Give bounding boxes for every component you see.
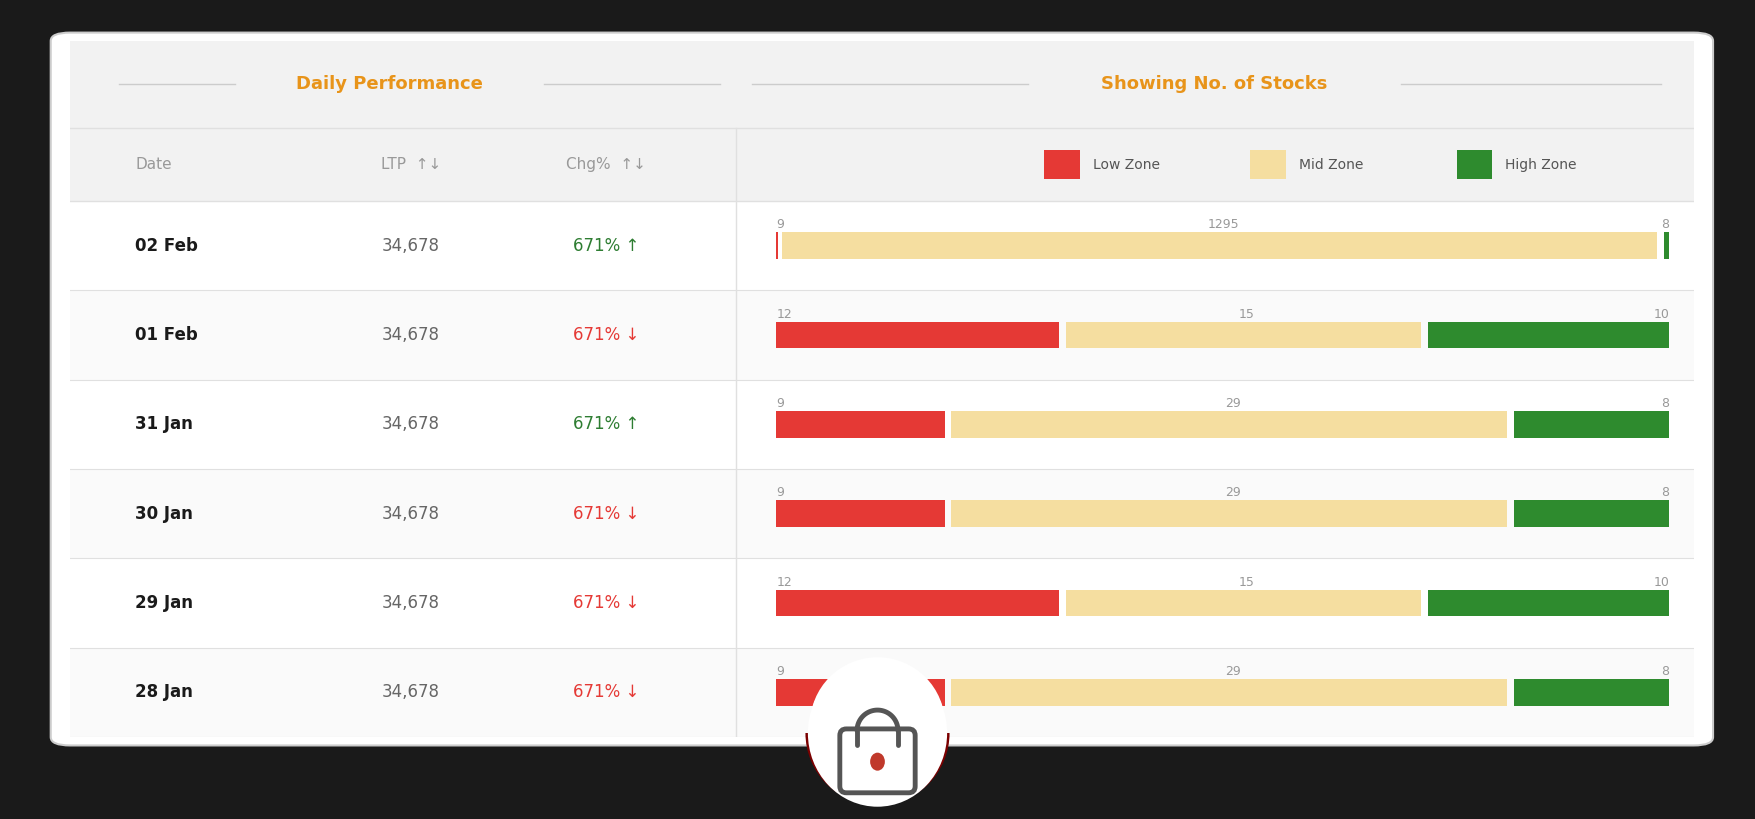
- Text: 10: 10: [1653, 308, 1669, 321]
- FancyBboxPatch shape: [776, 322, 1060, 348]
- Text: 9: 9: [776, 486, 784, 500]
- FancyBboxPatch shape: [1457, 150, 1492, 179]
- Ellipse shape: [870, 753, 885, 771]
- FancyBboxPatch shape: [1515, 679, 1669, 706]
- FancyBboxPatch shape: [951, 679, 1508, 706]
- FancyBboxPatch shape: [1515, 500, 1669, 527]
- Text: 28 Jan: 28 Jan: [135, 683, 193, 701]
- FancyBboxPatch shape: [951, 500, 1508, 527]
- Text: 34,678: 34,678: [383, 326, 441, 344]
- Text: Date: Date: [135, 157, 172, 172]
- Ellipse shape: [809, 657, 944, 793]
- Text: 10: 10: [1653, 576, 1669, 589]
- Text: 34,678: 34,678: [383, 505, 441, 523]
- Text: 671% ↓: 671% ↓: [572, 594, 639, 612]
- FancyBboxPatch shape: [70, 128, 1694, 201]
- Wedge shape: [806, 733, 949, 805]
- FancyBboxPatch shape: [70, 380, 1694, 469]
- Text: 12: 12: [776, 576, 792, 589]
- FancyBboxPatch shape: [70, 201, 1694, 291]
- Text: Low Zone: Low Zone: [1093, 157, 1160, 171]
- Text: 30 Jan: 30 Jan: [135, 505, 193, 523]
- Text: 8: 8: [1662, 397, 1669, 410]
- Text: Chg%  ↑↓: Chg% ↑↓: [565, 157, 646, 172]
- Text: 34,678: 34,678: [383, 237, 441, 255]
- FancyBboxPatch shape: [776, 411, 944, 438]
- Text: High Zone: High Zone: [1506, 157, 1576, 171]
- Text: Mid Zone: Mid Zone: [1299, 157, 1364, 171]
- FancyBboxPatch shape: [776, 679, 944, 706]
- Text: 31 Jan: 31 Jan: [135, 415, 193, 433]
- Text: 671% ↑: 671% ↑: [572, 237, 639, 255]
- FancyBboxPatch shape: [1065, 590, 1422, 617]
- Text: 9: 9: [776, 665, 784, 678]
- Text: 671% ↓: 671% ↓: [572, 326, 639, 344]
- FancyBboxPatch shape: [70, 559, 1694, 648]
- Text: 671% ↑: 671% ↑: [572, 415, 639, 433]
- FancyBboxPatch shape: [70, 469, 1694, 559]
- Text: 9: 9: [776, 219, 784, 232]
- Ellipse shape: [807, 659, 948, 807]
- FancyBboxPatch shape: [1429, 322, 1669, 348]
- FancyBboxPatch shape: [1664, 233, 1669, 259]
- Text: LTP  ↑↓: LTP ↑↓: [381, 157, 441, 172]
- Text: 02 Feb: 02 Feb: [135, 237, 198, 255]
- Text: Daily Performance: Daily Performance: [297, 75, 483, 93]
- FancyBboxPatch shape: [776, 590, 1060, 617]
- FancyBboxPatch shape: [951, 411, 1508, 438]
- FancyBboxPatch shape: [1515, 411, 1669, 438]
- Text: 01 Feb: 01 Feb: [135, 326, 198, 344]
- Text: 12: 12: [776, 308, 792, 321]
- FancyBboxPatch shape: [70, 41, 1694, 128]
- Text: 8: 8: [1662, 219, 1669, 232]
- Text: 29: 29: [1225, 397, 1241, 410]
- Text: 8: 8: [1662, 486, 1669, 500]
- Text: Showing No. of Stocks: Showing No. of Stocks: [1102, 75, 1329, 93]
- Text: 8: 8: [1662, 665, 1669, 678]
- Text: 34,678: 34,678: [383, 594, 441, 612]
- Text: 34,678: 34,678: [383, 415, 441, 433]
- Text: 29: 29: [1225, 665, 1241, 678]
- FancyBboxPatch shape: [51, 33, 1713, 745]
- Text: 1295: 1295: [1207, 219, 1239, 232]
- Text: 15: 15: [1239, 576, 1255, 589]
- Text: 29: 29: [1225, 486, 1241, 500]
- Text: 15: 15: [1239, 308, 1255, 321]
- Text: 671% ↓: 671% ↓: [572, 683, 639, 701]
- FancyBboxPatch shape: [70, 291, 1694, 380]
- Text: 9: 9: [776, 397, 784, 410]
- Text: 29 Jan: 29 Jan: [135, 594, 193, 612]
- FancyBboxPatch shape: [1250, 150, 1286, 179]
- Text: 34,678: 34,678: [383, 683, 441, 701]
- FancyBboxPatch shape: [1065, 322, 1422, 348]
- Text: 671% ↓: 671% ↓: [572, 505, 639, 523]
- FancyBboxPatch shape: [776, 500, 944, 527]
- FancyBboxPatch shape: [783, 233, 1657, 259]
- FancyBboxPatch shape: [1429, 590, 1669, 617]
- FancyBboxPatch shape: [1044, 150, 1079, 179]
- FancyBboxPatch shape: [70, 648, 1694, 737]
